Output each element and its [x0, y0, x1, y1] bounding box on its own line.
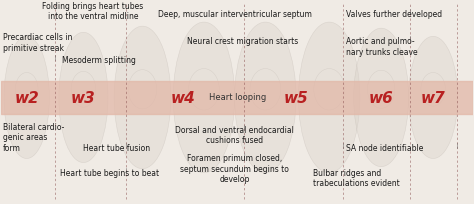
Text: Aortic and pulmo-
nary trunks cleave: Aortic and pulmo- nary trunks cleave	[346, 37, 417, 57]
Ellipse shape	[409, 37, 458, 159]
Text: Deep, muscular interventricular septum: Deep, muscular interventricular septum	[158, 10, 311, 19]
Text: w7: w7	[421, 90, 446, 105]
Text: SA node identifiable: SA node identifiable	[346, 144, 423, 153]
Text: Folding brings heart tubes
into the ventral midline: Folding brings heart tubes into the vent…	[42, 2, 144, 21]
Text: w6: w6	[369, 90, 393, 105]
Text: w4: w4	[170, 90, 195, 105]
Text: Valves further developed: Valves further developed	[346, 10, 442, 19]
Ellipse shape	[173, 23, 235, 173]
Text: Mesoderm splitting: Mesoderm splitting	[62, 55, 136, 64]
Ellipse shape	[299, 23, 360, 173]
Text: Neural crest migration starts: Neural crest migration starts	[187, 37, 299, 46]
Ellipse shape	[114, 27, 171, 169]
Text: Precardiac cells in
primitive streak: Precardiac cells in primitive streak	[3, 33, 73, 52]
Text: Heart tube begins to beat: Heart tube begins to beat	[60, 168, 159, 177]
Text: Heart tube fusion: Heart tube fusion	[83, 144, 151, 153]
Bar	[0, 82, 474, 114]
Text: Dorsal and ventral endocardial
cushions fused: Dorsal and ventral endocardial cushions …	[175, 125, 294, 145]
Text: Bilateral cardio-
genic areas
form: Bilateral cardio- genic areas form	[3, 122, 64, 152]
Text: w3: w3	[71, 90, 96, 105]
Ellipse shape	[235, 23, 296, 173]
Text: Bulbar ridges and
trabeculations evident: Bulbar ridges and trabeculations evident	[313, 168, 400, 187]
Text: Foramen primum closed,
septum secundum begins to
develop: Foramen primum closed, septum secundum b…	[180, 154, 289, 183]
Text: w2: w2	[14, 90, 39, 105]
Ellipse shape	[4, 37, 49, 159]
Ellipse shape	[59, 33, 108, 163]
Text: w5: w5	[284, 90, 309, 105]
Text: Heart looping: Heart looping	[210, 92, 266, 101]
Ellipse shape	[354, 29, 409, 167]
